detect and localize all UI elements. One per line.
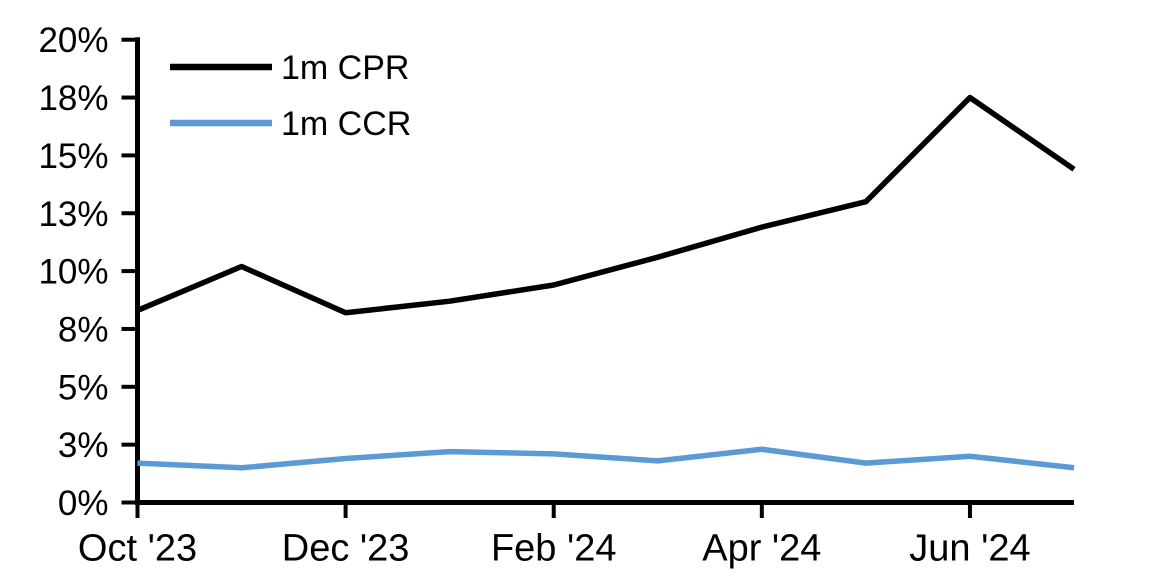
y-tick-label: 15% [38, 137, 108, 176]
y-tick-label: 13% [38, 195, 108, 234]
legend-label-1m-cpr: 1m CPR [281, 49, 409, 87]
x-tick-label: Jun '24 [909, 528, 1030, 570]
series-line-1m-cpr [136, 94, 1076, 316]
y-tick-label: 8% [58, 310, 109, 349]
y-tick-label: 10% [38, 253, 108, 292]
y-tick-label: 20% [38, 21, 108, 60]
x-tick-label: Feb '24 [491, 528, 617, 570]
y-tick-label: 0% [58, 484, 109, 523]
x-tick-label: Dec '23 [282, 528, 410, 570]
x-tick-label: Apr '24 [702, 528, 821, 570]
x-tick-label: Oct '23 [78, 528, 197, 570]
y-tick-label: 18% [38, 79, 108, 118]
y-tick-label: 3% [58, 426, 109, 465]
series-line-1m-ccr [137, 446, 1075, 471]
y-tick-label: 5% [58, 368, 109, 407]
legend-label-1m-ccr: 1m CCR [281, 105, 411, 143]
